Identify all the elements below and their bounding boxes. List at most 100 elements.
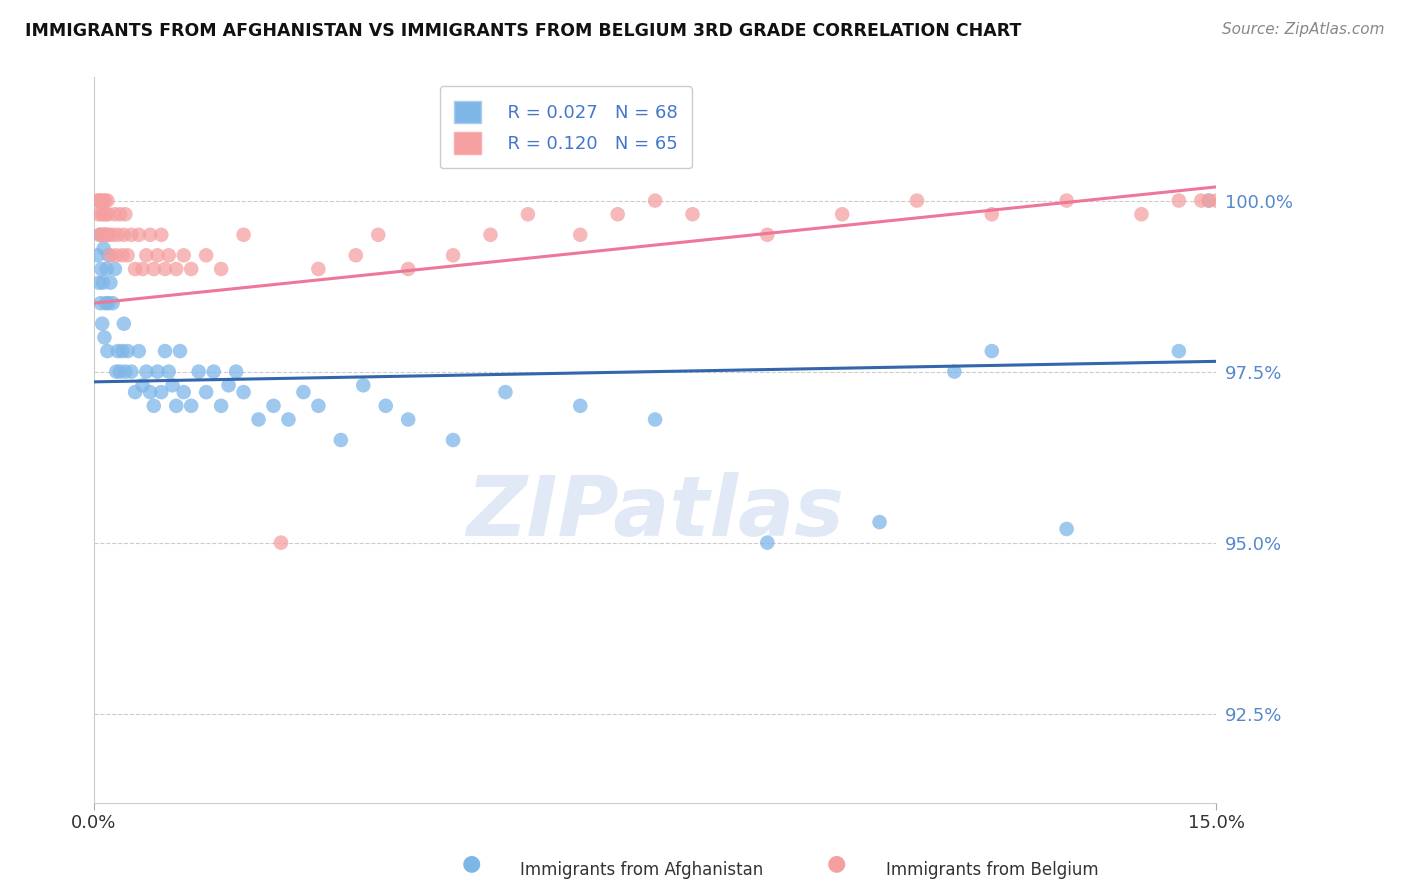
Point	[441, 433, 464, 447]
Point	[329, 433, 352, 447]
Point	[277, 412, 299, 426]
Point	[93, 242, 115, 256]
Point	[202, 365, 225, 379]
Point	[756, 227, 779, 242]
Point	[494, 385, 516, 400]
Point	[943, 365, 966, 379]
Point	[165, 262, 187, 277]
Point	[225, 365, 247, 379]
Point	[396, 262, 419, 277]
Point	[1130, 207, 1153, 221]
Point	[87, 207, 110, 221]
Point	[187, 365, 209, 379]
Text: Immigrants from Belgium: Immigrants from Belgium	[886, 861, 1098, 879]
Point	[479, 227, 502, 242]
Point	[93, 227, 115, 242]
Point	[195, 248, 218, 262]
Point	[104, 262, 127, 277]
Point	[165, 399, 187, 413]
Point	[86, 194, 108, 208]
Point	[91, 317, 114, 331]
Point	[96, 194, 118, 208]
Point	[94, 207, 117, 221]
Point	[108, 365, 131, 379]
Point	[270, 535, 292, 549]
Point	[97, 227, 120, 242]
Point	[1167, 194, 1189, 208]
Point	[142, 262, 165, 277]
Point	[108, 207, 131, 221]
Point	[146, 365, 169, 379]
Text: ZIPatlas: ZIPatlas	[467, 472, 844, 553]
Point	[90, 262, 112, 277]
Point	[905, 194, 928, 208]
Point	[209, 399, 232, 413]
Point	[117, 248, 139, 262]
Point	[1205, 194, 1227, 208]
Point	[153, 262, 176, 277]
Point	[150, 227, 173, 242]
Point	[124, 385, 146, 400]
Point	[569, 399, 592, 413]
Point	[150, 385, 173, 400]
Point	[232, 385, 254, 400]
Point	[157, 365, 180, 379]
Point	[117, 344, 139, 359]
Point	[139, 227, 162, 242]
Point	[135, 365, 157, 379]
Point	[89, 227, 111, 242]
Point	[756, 535, 779, 549]
Text: Immigrants from Afghanistan: Immigrants from Afghanistan	[520, 861, 763, 879]
Point	[105, 365, 128, 379]
Point	[682, 207, 704, 221]
Point	[157, 248, 180, 262]
Point	[91, 194, 114, 208]
Text: IMMIGRANTS FROM AFGHANISTAN VS IMMIGRANTS FROM BELGIUM 3RD GRADE CORRELATION CHA: IMMIGRANTS FROM AFGHANISTAN VS IMMIGRANT…	[25, 22, 1022, 40]
Point	[128, 227, 150, 242]
Point	[980, 344, 1002, 359]
Point	[307, 399, 329, 413]
Point	[96, 344, 118, 359]
Point	[292, 385, 315, 400]
Point	[91, 276, 114, 290]
Point	[91, 227, 114, 242]
Point	[89, 276, 111, 290]
Point	[97, 207, 120, 221]
Point	[1189, 194, 1212, 208]
Point	[169, 344, 191, 359]
Point	[100, 276, 122, 290]
Text: ●: ●	[461, 854, 481, 873]
Point	[516, 207, 538, 221]
Point	[180, 262, 202, 277]
Point	[131, 378, 153, 392]
Point	[367, 227, 389, 242]
Point	[173, 385, 195, 400]
Point	[89, 227, 111, 242]
Point	[124, 262, 146, 277]
Point	[142, 399, 165, 413]
Point	[232, 227, 254, 242]
Point	[869, 515, 891, 529]
Point	[111, 344, 134, 359]
Point	[120, 227, 142, 242]
Point	[831, 207, 853, 221]
Point	[112, 317, 135, 331]
Point	[120, 365, 142, 379]
Point	[112, 227, 135, 242]
Point	[105, 248, 128, 262]
Point	[209, 262, 232, 277]
Point	[441, 248, 464, 262]
Point	[101, 296, 124, 310]
Point	[162, 378, 184, 392]
Point	[195, 385, 218, 400]
Point	[1198, 194, 1220, 208]
Point	[114, 207, 136, 221]
Point	[86, 248, 108, 262]
Point	[93, 330, 115, 344]
Text: ●: ●	[827, 854, 846, 873]
Point	[107, 344, 129, 359]
Point	[94, 296, 117, 310]
Point	[97, 296, 120, 310]
Point	[101, 227, 124, 242]
Point	[980, 207, 1002, 221]
